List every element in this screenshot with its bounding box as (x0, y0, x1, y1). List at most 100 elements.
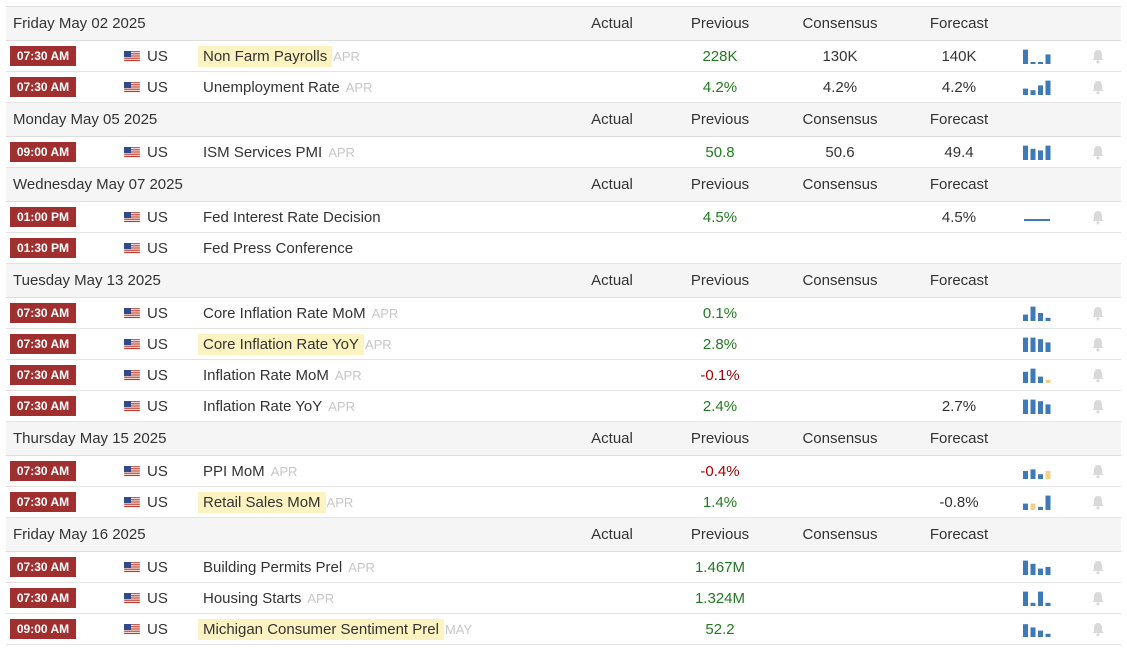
alert-bell-button[interactable] (1088, 298, 1108, 328)
alert-bell-button[interactable] (1088, 329, 1108, 359)
sparkline-cell[interactable] (1022, 583, 1054, 613)
alert-bell-button[interactable] (1088, 487, 1108, 517)
event-time: 09:00 AM (10, 614, 76, 644)
event-name-link[interactable]: ISM Services PMI (203, 143, 323, 161)
event-row[interactable]: 07:30 AM US Inflation Rate YoY APR 2.4% 2.7% (6, 391, 1121, 422)
sparkline-cell[interactable] (1022, 298, 1054, 328)
sparkline-cell[interactable] (1022, 41, 1054, 71)
sparkline-cell[interactable] (1022, 72, 1054, 102)
event-row[interactable]: 07:30 AM US Core Inflation Rate YoY APR 2.8% (6, 329, 1121, 360)
sparkline-chart[interactable] (1022, 366, 1054, 384)
time-badge: 07:30 AM (10, 461, 76, 481)
event-row[interactable]: 09:00 AM US ISM Services PMI APR 50.8 50.6 49.… (6, 137, 1121, 168)
event-name-link[interactable]: Retail Sales MoM (198, 491, 326, 513)
sparkline-cell[interactable] (1022, 391, 1054, 421)
sparkline-bar (1030, 306, 1036, 321)
sparkline-bar (1045, 567, 1051, 575)
event-country: US (124, 298, 168, 328)
event-row[interactable]: 01:00 PM US Fed Interest Rate Decision 4.5%… (6, 202, 1121, 233)
alert-bell-button[interactable] (1088, 137, 1108, 167)
sparkline-chart[interactable] (1022, 304, 1054, 322)
event-row[interactable]: 07:30 AM US Building Permits Prel APR 1.467M (6, 552, 1121, 583)
event-name-link[interactable]: Building Permits Prel (203, 558, 343, 576)
alert-bell-button[interactable] (1088, 456, 1108, 486)
event-name-link[interactable]: Housing Starts (203, 589, 302, 607)
sparkline-cell[interactable] (1022, 552, 1054, 582)
event-row[interactable]: 07:30 AM US Non Farm Payrolls APR 228K 130K 14… (6, 41, 1121, 72)
event-name-link[interactable]: Core Inflation Rate YoY (198, 333, 364, 355)
sparkline-chart[interactable] (1022, 493, 1054, 511)
event-name-link[interactable]: Core Inflation Rate MoM (203, 304, 366, 322)
event-cell: Fed Interest Rate Decision (198, 202, 386, 232)
sparkline-chart[interactable] (1022, 208, 1054, 226)
event-row[interactable]: 09:00 AM US Michigan Consumer Sentiment Pr… (6, 614, 1121, 645)
previous-value: 2.4% (702, 397, 738, 415)
sparkline-chart[interactable] (1022, 589, 1054, 607)
alert-bell-button[interactable] (1088, 583, 1108, 613)
sparkline-bar (1045, 602, 1051, 606)
previous-value: 52.2 (705, 620, 735, 638)
sparkline-cell[interactable] (1022, 360, 1054, 390)
alert-bell-button[interactable] (1088, 552, 1108, 582)
event-row[interactable]: 07:30 AM US Retail Sales MoM APR 1.4% -0.8% (6, 487, 1121, 518)
event-row[interactable]: 07:30 AM US Inflation Rate MoM APR -0.1% (6, 360, 1121, 391)
forecast-column-header: Forecast (929, 430, 989, 447)
event-name-link[interactable]: Michigan Consumer Sentiment Prel (198, 618, 444, 640)
event-name-link[interactable]: PPI MoM (203, 462, 265, 480)
forecast-column-header: Forecast (929, 176, 989, 193)
sparkline-chart[interactable] (1022, 143, 1054, 161)
event-name-link[interactable]: Fed Interest Rate Decision (203, 208, 381, 226)
sparkline-chart[interactable] (1022, 47, 1054, 65)
sparkline-bar (1045, 471, 1051, 479)
event-row[interactable]: 07:30 AM US Housing Starts APR 1.324M (6, 583, 1121, 614)
sparkline-chart[interactable] (1022, 620, 1054, 638)
event-row[interactable]: 07:30 AM US Unemployment Rate APR 4.2% 4.2% 4.… (6, 72, 1121, 103)
sparkline-bar (1038, 630, 1043, 637)
sparkline-cell[interactable] (1022, 614, 1054, 644)
alert-bell-button[interactable] (1088, 614, 1108, 644)
actual-column-header: Actual (591, 15, 633, 32)
event-row[interactable]: 07:30 AM US Core Inflation Rate MoM APR 0.1% (6, 298, 1121, 329)
event-name-link[interactable]: Inflation Rate YoY (203, 397, 323, 415)
sparkline-cell[interactable] (1022, 202, 1054, 232)
country-code: US (147, 620, 168, 638)
event-name-link[interactable]: Non Farm Payrolls (198, 45, 333, 67)
sparkline-bar (1030, 368, 1036, 383)
us-flag-icon (124, 146, 140, 158)
sparkline-bar (1030, 399, 1036, 414)
event-name-link[interactable]: Unemployment Rate (203, 78, 340, 96)
sparkline-bar (1023, 88, 1028, 95)
sparkline-bar (1038, 85, 1043, 95)
forecast-value: 4.5% (941, 208, 977, 226)
event-country: US (124, 202, 168, 232)
alert-bell-button[interactable] (1088, 202, 1108, 232)
sparkline-cell[interactable] (1022, 329, 1054, 359)
sparkline-bar (1038, 339, 1043, 352)
sparkline-chart[interactable] (1022, 397, 1054, 415)
alert-bell-button[interactable] (1088, 72, 1108, 102)
event-country: US (124, 552, 168, 582)
event-name-link[interactable]: Fed Press Conference (203, 239, 354, 257)
sparkline-bar (1038, 591, 1043, 606)
event-row[interactable]: 07:30 AM US PPI MoM APR -0.4% (6, 456, 1121, 487)
sparkline-cell[interactable] (1022, 487, 1054, 517)
sparkline-chart[interactable] (1022, 78, 1054, 96)
previous-value: 0.1% (702, 304, 738, 322)
sparkline-cell[interactable] (1022, 137, 1054, 167)
us-flag-icon (124, 623, 140, 635)
alert-bell-button[interactable] (1088, 391, 1108, 421)
event-cell: ISM Services PMI APR (198, 137, 355, 167)
sparkline-chart[interactable] (1022, 335, 1054, 353)
country-code: US (147, 143, 168, 161)
event-reference-period: APR (328, 398, 355, 414)
event-name-link[interactable]: Inflation Rate MoM (203, 366, 329, 384)
bell-icon (1092, 368, 1104, 382)
forecast-column-header: Forecast (929, 111, 989, 128)
event-row[interactable]: 01:30 PM US Fed Press Conference (6, 233, 1121, 264)
sparkline-chart[interactable] (1022, 558, 1054, 576)
sparkline-chart[interactable] (1022, 462, 1054, 480)
sparkline-cell[interactable] (1022, 456, 1054, 486)
alert-bell-button[interactable] (1088, 360, 1108, 390)
previous-value: 1.467M (694, 558, 746, 576)
alert-bell-button[interactable] (1088, 41, 1108, 71)
